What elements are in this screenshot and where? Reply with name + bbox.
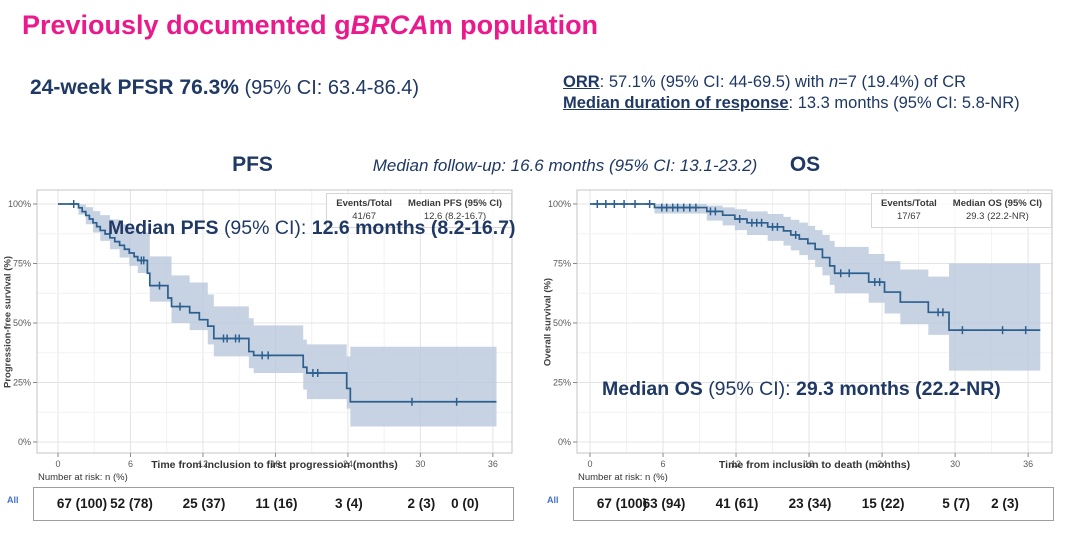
risk-value: 3 (4) xyxy=(335,496,363,511)
risk-value: 63 (94) xyxy=(642,496,686,511)
svg-text:50%: 50% xyxy=(553,318,571,328)
os-figure: 0 6 12 18 24 30 36 100% 75% 50% 25% 0% Overall surv… xyxy=(540,185,1080,537)
risk-value: 11 (16) xyxy=(255,496,298,511)
os-legend-box: Events/Total Median OS (95% CI) 17/67 29… xyxy=(871,193,1052,228)
title-pre: Previously documented g xyxy=(22,10,351,40)
os-annot-mid: (95% CI): xyxy=(708,378,796,400)
risk-value: 15 (22) xyxy=(861,496,905,511)
pfs-legend-median-value: 12.6 (8.2-16.7) xyxy=(423,211,487,222)
pfs-y-axis-label: Progression-free survival (%) xyxy=(2,256,14,388)
svg-text:18: 18 xyxy=(270,459,280,469)
svg-text:25%: 25% xyxy=(13,378,31,388)
dor-value: : 13.3 months (95% CI: 5.8-NR) xyxy=(788,94,1020,112)
svg-text:0: 0 xyxy=(55,459,60,469)
svg-text:30: 30 xyxy=(415,459,425,469)
svg-text:6: 6 xyxy=(661,459,666,469)
pfs-chart-title: PFS xyxy=(232,153,273,176)
svg-text:24: 24 xyxy=(877,459,887,469)
svg-text:100%: 100% xyxy=(548,199,571,209)
risk-value: 41 (61) xyxy=(715,496,759,511)
svg-text:36: 36 xyxy=(1023,459,1033,469)
pfs-annot-mid: (95% CI): xyxy=(223,217,312,239)
title-post: m population xyxy=(428,10,599,40)
svg-text:0%: 0% xyxy=(18,437,31,447)
risk-value: 67 (100) xyxy=(596,496,648,511)
orr-value: : 57.1% (95% CI: 44-69.5) with xyxy=(599,73,829,91)
svg-text:12: 12 xyxy=(731,459,741,469)
orr-n-italic: n xyxy=(828,73,839,91)
orr-tail: =7 (19.4%) of CR xyxy=(838,73,967,91)
svg-text:50%: 50% xyxy=(13,318,31,328)
title-gene-italic: BRCA xyxy=(350,10,429,40)
os-annot-bold1: Median OS xyxy=(602,378,709,400)
svg-text:12: 12 xyxy=(198,459,208,469)
risk-value: 52 (78) xyxy=(110,496,153,511)
svg-text:25%: 25% xyxy=(553,378,571,388)
os-chart-title: OS xyxy=(789,153,821,176)
svg-text:0%: 0% xyxy=(558,437,571,447)
os-legend-median-value: 29.3 (22.2-NR) xyxy=(965,211,1029,222)
risk-value: 0 (0) xyxy=(451,496,479,511)
svg-text:36: 36 xyxy=(488,459,498,469)
median-followup-note: Median follow-up: 16.6 months (95% CI: 1… xyxy=(372,156,758,175)
pfs-median-annotation: Median PFS (95% CI): 12.6 months (8.2-16… xyxy=(108,217,515,240)
svg-text:100%: 100% xyxy=(8,199,31,209)
os-risk-row-label: All xyxy=(547,495,559,505)
os-legend-header-median: Median OS (95% CI) xyxy=(952,198,1042,209)
os-number-at-risk-label: Number at risk: n (%) xyxy=(578,472,668,483)
os-km-plot: 0 6 12 18 24 30 36 100% 75% 50% 25% 0% xyxy=(548,189,1053,469)
pfsr-stat-bold: 24-week PFSR 76.3% xyxy=(30,76,239,99)
os-legend-events-value: 17/67 xyxy=(897,211,921,222)
pfs-annot-bold2: 12.6 months (8.2-16.7) xyxy=(311,217,516,239)
svg-text:75%: 75% xyxy=(553,259,571,269)
svg-text:24: 24 xyxy=(343,459,353,469)
risk-value: 2 (3) xyxy=(407,496,436,511)
pfs-legend-events-value: 41/67 xyxy=(352,211,377,222)
pfs-annot-bold1: Median PFS xyxy=(108,217,224,239)
pfs-legend-header-median: Median PFS (95% CI) xyxy=(408,198,502,209)
risk-value: 2 (3) xyxy=(991,496,1019,511)
pfs-km-plot: 0 6 12 18 24 30 36 100% 75% 50% 25% 0% xyxy=(8,189,513,469)
dor-line: Median duration of response: 13.3 months… xyxy=(563,93,1020,114)
page-title: Previously documented gBRCAm population xyxy=(22,10,598,41)
os-annot-bold2: 29.3 months (22.2-NR) xyxy=(795,378,1001,400)
svg-text:30: 30 xyxy=(950,459,960,469)
pfs-figure: 0 6 12 18 24 30 36 100% 75% 50% 25% 0% Progression-… xyxy=(0,185,540,537)
risk-value: 67 (100) xyxy=(56,496,108,511)
svg-text:0: 0 xyxy=(587,459,592,469)
orr-line: ORR: 57.1% (95% CI: 44-69.5) with n=7 (1… xyxy=(563,72,1020,93)
pfs-number-at-risk-label: Number at risk: n (%) xyxy=(38,472,128,483)
orr-label: ORR xyxy=(563,73,600,91)
risk-value: 5 (7) xyxy=(942,496,970,511)
risk-value: 23 (34) xyxy=(788,496,832,511)
os-y-axis-label: Overall survival (%) xyxy=(542,277,554,367)
response-stats: ORR: 57.1% (95% CI: 44-69.5) with n=7 (1… xyxy=(563,72,1020,114)
os-legend-header-events: Events/Total xyxy=(881,198,937,209)
pfs-x-axis-label: Time from inclusion to first progression… xyxy=(151,459,398,471)
pfs-risk-row-label: All xyxy=(7,495,19,505)
pfs-risk-table: 67 (100) 52 (78) 25 (37) 11 (16) 3 (4) 2 (3) 0… xyxy=(33,487,514,521)
pfs-legend-box: Events/Total Median PFS (95% CI) 41/67 1… xyxy=(326,193,512,228)
pfsr-stat: 24-week PFSR 76.3% (95% CI: 63.4-86.4) xyxy=(30,76,419,100)
os-median-annotation: Median OS (95% CI): 29.3 months (22.2-NR… xyxy=(602,378,1001,401)
risk-value: 25 (37) xyxy=(182,496,226,511)
svg-text:6: 6 xyxy=(128,459,133,469)
os-risk-table: 67 (100) 63 (94) 41 (61) 23 (34) 15 (22) 5 (7… xyxy=(573,487,1054,521)
svg-text:18: 18 xyxy=(804,459,814,469)
dor-label: Median duration of response xyxy=(563,94,789,112)
pfs-legend-header-events: Events/Total xyxy=(336,198,393,209)
pfsr-stat-ci: (95% CI: 63.4-86.4) xyxy=(238,77,420,99)
os-x-axis-label: Time from inclusion to death (months) xyxy=(718,459,911,471)
svg-text:75%: 75% xyxy=(13,259,31,269)
